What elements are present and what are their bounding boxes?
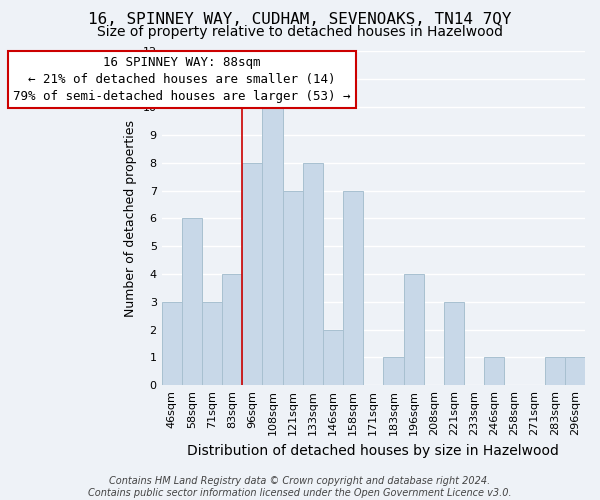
Text: 16 SPINNEY WAY: 88sqm
← 21% of detached houses are smaller (14)
79% of semi-deta: 16 SPINNEY WAY: 88sqm ← 21% of detached …	[13, 56, 350, 102]
Bar	[262, 107, 283, 386]
Bar	[222, 274, 242, 386]
Bar	[323, 330, 343, 386]
Bar	[242, 163, 262, 386]
Bar	[202, 302, 222, 386]
Bar	[283, 190, 303, 386]
Bar	[565, 358, 585, 386]
Bar	[161, 302, 182, 386]
X-axis label: Distribution of detached houses by size in Hazelwood: Distribution of detached houses by size …	[187, 444, 559, 458]
Bar	[444, 302, 464, 386]
Bar	[484, 358, 505, 386]
Bar	[303, 163, 323, 386]
Text: Size of property relative to detached houses in Hazelwood: Size of property relative to detached ho…	[97, 25, 503, 39]
Bar	[545, 358, 565, 386]
Text: Contains HM Land Registry data © Crown copyright and database right 2024.
Contai: Contains HM Land Registry data © Crown c…	[88, 476, 512, 498]
Y-axis label: Number of detached properties: Number of detached properties	[124, 120, 137, 317]
Text: 16, SPINNEY WAY, CUDHAM, SEVENOAKS, TN14 7QY: 16, SPINNEY WAY, CUDHAM, SEVENOAKS, TN14…	[88, 12, 512, 28]
Bar	[343, 190, 363, 386]
Bar	[404, 274, 424, 386]
Bar	[182, 218, 202, 386]
Bar	[383, 358, 404, 386]
